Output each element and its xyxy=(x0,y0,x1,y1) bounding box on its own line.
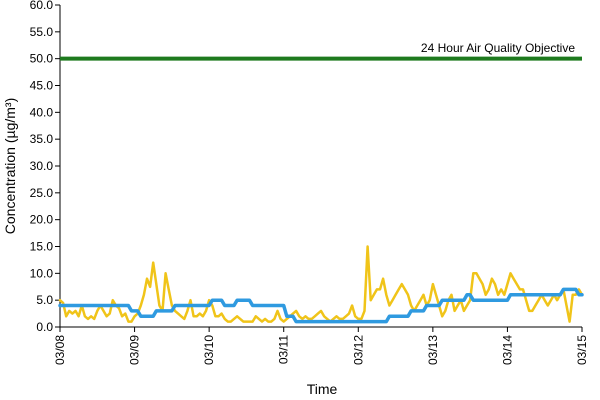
y-tick-label: 15.0 xyxy=(30,240,54,254)
x-tick-label: 03/14 xyxy=(500,335,514,365)
y-tick-label: 55.0 xyxy=(30,25,54,39)
x-tick-label: 03/15 xyxy=(575,335,589,365)
y-axis-title: Concentration (µg/m³) xyxy=(2,98,18,234)
y-tick-label: 35.0 xyxy=(30,132,54,146)
objective-label: 24 Hour Air Quality Objective xyxy=(421,41,575,55)
y-tick-label: 50.0 xyxy=(30,52,54,66)
x-tick-label: 03/08 xyxy=(53,335,67,365)
x-tick-label: 03/12 xyxy=(351,335,365,365)
y-tick-label: 5.0 xyxy=(36,293,53,307)
y-tick-label: 45.0 xyxy=(30,79,54,93)
daily-series-line xyxy=(58,287,584,324)
hourly-series-line xyxy=(58,245,584,323)
y-tick-label: 10.0 xyxy=(30,266,54,280)
y-tick-label: 20.0 xyxy=(30,213,54,227)
y-tick-label: 25.0 xyxy=(30,186,54,200)
plot-area: 0.0 5.0 10.0 15.0 20.0 25.0 30.0 35.0 40.0 45.0 50… xyxy=(30,0,589,365)
x-tick-label: 03/10 xyxy=(202,335,216,365)
y-tick-label: 0.0 xyxy=(36,320,53,334)
y-tick-label: 30.0 xyxy=(30,159,54,173)
x-tick-label: 03/13 xyxy=(426,335,440,365)
y-tick-label: 40.0 xyxy=(30,105,54,119)
y-tick-label: 60.0 xyxy=(30,0,54,12)
x-tick-label: 03/09 xyxy=(128,335,142,365)
x-axis-title: Time xyxy=(307,381,338,397)
x-tick-label: 03/11 xyxy=(277,335,291,364)
